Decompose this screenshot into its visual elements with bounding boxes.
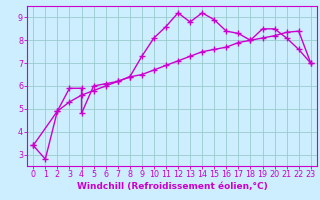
X-axis label: Windchill (Refroidissement éolien,°C): Windchill (Refroidissement éolien,°C): [76, 182, 268, 191]
